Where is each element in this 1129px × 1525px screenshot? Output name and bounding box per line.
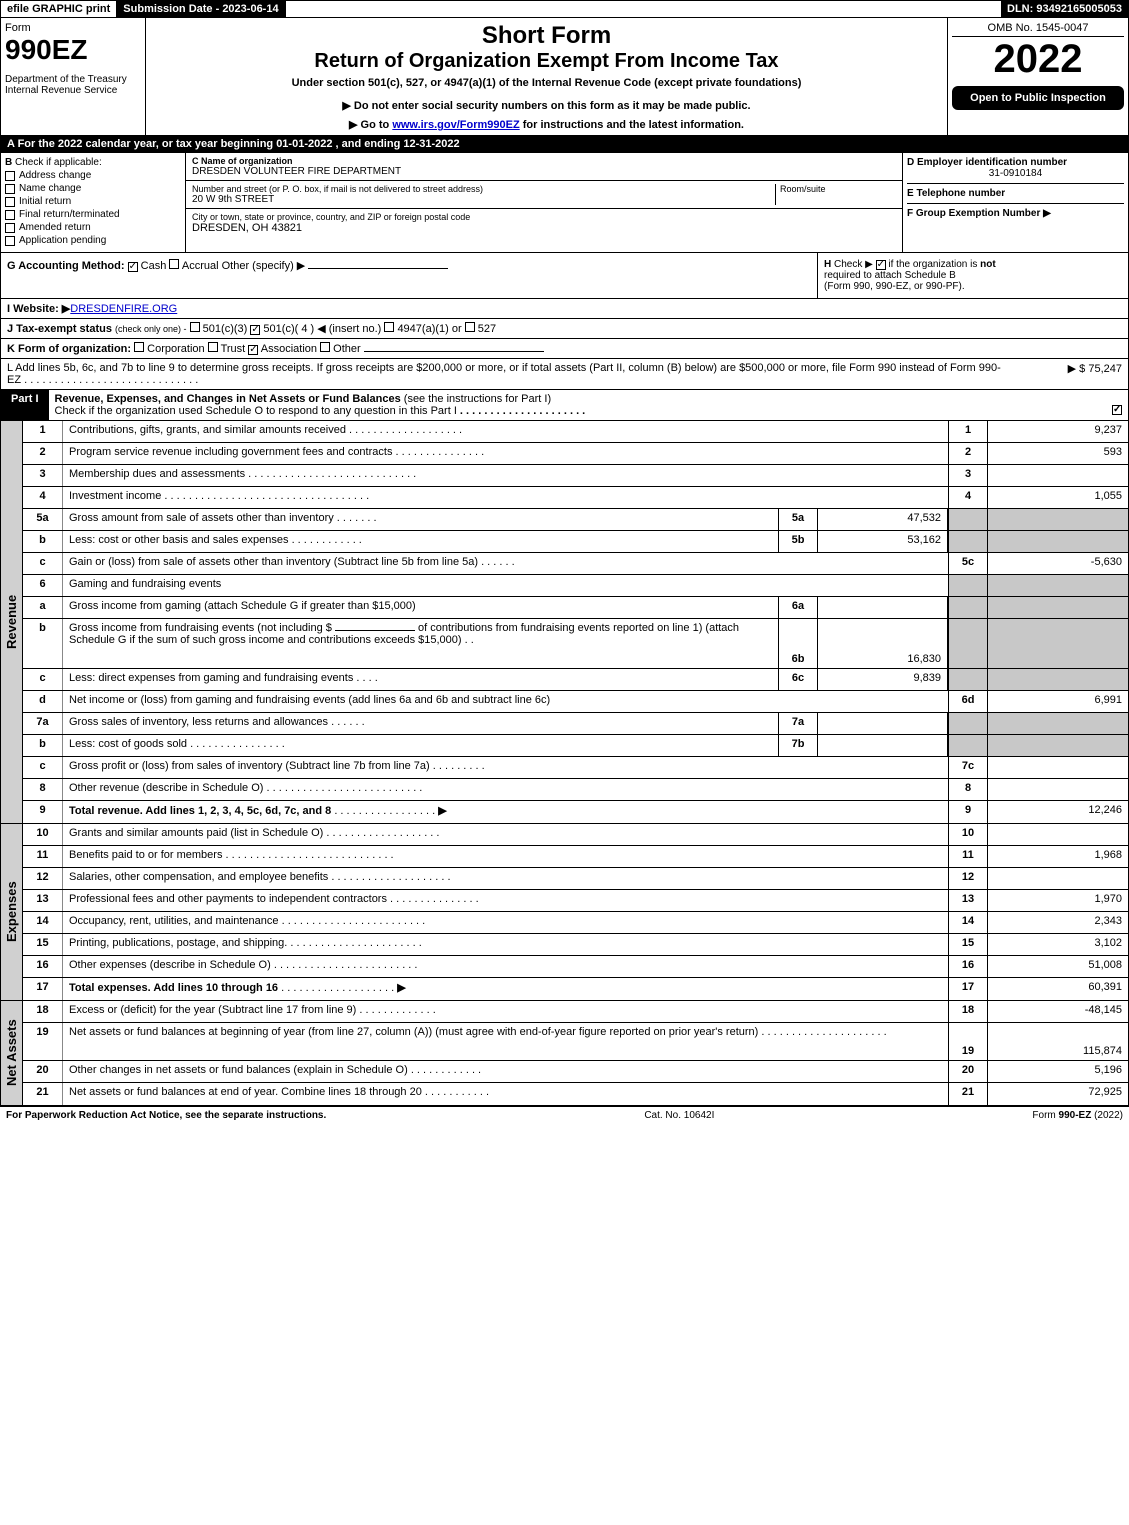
part-1-header: Part I Revenue, Expenses, and Changes in… <box>0 390 1129 421</box>
paperwork-notice: For Paperwork Reduction Act Notice, see … <box>6 1110 326 1121</box>
line-5c-value: -5,630 <box>988 553 1128 574</box>
line-2-value: 593 <box>988 443 1128 464</box>
line-9-value: 12,246 <box>988 801 1128 823</box>
subtitle: Under section 501(c), 527, or 4947(a)(1)… <box>150 77 943 89</box>
line-4-value: 1,055 <box>988 487 1128 508</box>
assoc-checkbox[interactable] <box>248 345 258 355</box>
line-16-value: 51,008 <box>988 956 1128 977</box>
line-12-value <box>988 868 1128 889</box>
box-b: B Check if applicable: Address change Na… <box>1 153 186 252</box>
line-7a-value <box>818 713 948 734</box>
group-exemption-label: F Group Exemption Number <box>907 208 1040 219</box>
schedule-o-checkbox[interactable] <box>1112 405 1122 415</box>
form-number: 990EZ <box>5 34 141 66</box>
line-a: A For the 2022 calendar year, or tax yea… <box>0 136 1129 153</box>
omb-number: OMB No. 1545-0047 <box>952 22 1124 37</box>
cash-checkbox[interactable] <box>128 262 138 272</box>
note-goto: ▶ Go to www.irs.gov/Form990EZ for instru… <box>150 118 943 131</box>
check-address[interactable]: Address change <box>19 170 91 181</box>
street-address: 20 W 9th STREET <box>192 194 771 205</box>
form-header: Form 990EZ Department of the Treasury In… <box>0 18 1129 136</box>
line-6d-value: 6,991 <box>988 691 1128 712</box>
line-5a-value: 47,532 <box>818 509 948 530</box>
line-17-value: 60,391 <box>988 978 1128 1000</box>
line-19-value: 115,874 <box>988 1023 1128 1060</box>
city-state-zip: DRESDEN, OH 43821 <box>192 222 896 234</box>
line-13-value: 1,970 <box>988 890 1128 911</box>
expenses-label: Expenses <box>1 824 23 1000</box>
line-11-value: 1,968 <box>988 846 1128 867</box>
501c3-checkbox[interactable] <box>190 322 200 332</box>
gross-receipts: ▶ $ 75,247 <box>1002 362 1122 386</box>
trust-checkbox[interactable] <box>208 342 218 352</box>
line-k: K Form of organization: Corporation Trus… <box>0 339 1129 359</box>
line-15-value: 3,102 <box>988 934 1128 955</box>
catalog-number: Cat. No. 10642I <box>644 1110 714 1121</box>
line-14-value: 2,343 <box>988 912 1128 933</box>
note-ssn: ▶ Do not enter social security numbers o… <box>150 99 943 112</box>
expenses-section: Expenses 10Grants and similar amounts pa… <box>0 824 1129 1001</box>
box-c: C Name of organization DRESDEN VOLUNTEER… <box>186 153 903 252</box>
corp-checkbox[interactable] <box>134 342 144 352</box>
line-7c-value <box>988 757 1128 778</box>
check-pending[interactable]: Application pending <box>19 235 106 246</box>
line-6a-value <box>818 597 948 618</box>
line-8-value <box>988 779 1128 800</box>
website-link[interactable]: DRESDENFIRE.ORG <box>70 303 177 315</box>
check-initial[interactable]: Initial return <box>19 196 71 207</box>
open-to-public: Open to Public Inspection <box>952 86 1124 110</box>
box-def: D Employer identification number 31-0910… <box>903 153 1128 252</box>
department: Department of the Treasury Internal Reve… <box>5 74 141 96</box>
form-reference: Form 990-EZ (2022) <box>1032 1110 1123 1121</box>
line-i: I Website: ▶DRESDENFIRE.ORG <box>0 299 1129 319</box>
form-word: Form <box>5 22 141 34</box>
top-bar: efile GRAPHIC print Submission Date - 20… <box>0 0 1129 18</box>
line-j: J Tax-exempt status (check only one) - 5… <box>0 319 1129 339</box>
line-5b-value: 53,162 <box>818 531 948 552</box>
net-assets-section: Net Assets 18Excess or (deficit) for the… <box>0 1001 1129 1106</box>
check-name[interactable]: Name change <box>19 183 81 194</box>
4947-checkbox[interactable] <box>384 322 394 332</box>
schedule-b-checkbox[interactable] <box>876 260 886 270</box>
accrual-checkbox[interactable] <box>169 259 179 269</box>
ein-label: D Employer identification number <box>907 157 1067 168</box>
tax-year: 2022 <box>952 37 1124 82</box>
revenue-section: Revenue 1Contributions, gifts, grants, a… <box>0 421 1129 824</box>
section-gh: G Accounting Method: Cash Accrual Other … <box>0 253 1129 299</box>
line-6b-value: 16,830 <box>818 619 948 668</box>
line-1-value: 9,237 <box>988 421 1128 442</box>
page-footer: For Paperwork Reduction Act Notice, see … <box>0 1106 1129 1124</box>
line-18-value: -48,145 <box>988 1001 1128 1022</box>
line-7b-value <box>818 735 948 756</box>
line-20-value: 5,196 <box>988 1061 1128 1082</box>
501c-checkbox[interactable] <box>250 325 260 335</box>
submission-date: Submission Date - 2023-06-14 <box>117 1 285 17</box>
return-title: Return of Organization Exempt From Incom… <box>150 50 943 73</box>
efile-label[interactable]: efile GRAPHIC print <box>1 1 117 17</box>
short-form-title: Short Form <box>150 22 943 50</box>
line-3-value <box>988 465 1128 486</box>
revenue-label: Revenue <box>1 421 23 823</box>
dln: DLN: 93492165005053 <box>1001 1 1128 17</box>
line-6c-value: 9,839 <box>818 669 948 690</box>
line-10-value <box>988 824 1128 845</box>
irs-link[interactable]: www.irs.gov/Form990EZ <box>392 119 519 131</box>
check-amended[interactable]: Amended return <box>19 222 91 233</box>
ein-value: 31-0910184 <box>907 168 1124 179</box>
527-checkbox[interactable] <box>465 322 475 332</box>
telephone-label: E Telephone number <box>907 188 1005 199</box>
room-suite-label: Room/suite <box>776 184 896 205</box>
org-name: DRESDEN VOLUNTEER FIRE DEPARTMENT <box>192 166 896 177</box>
line-l: L Add lines 5b, 6c, and 7b to line 9 to … <box>0 359 1129 390</box>
other-checkbox[interactable] <box>320 342 330 352</box>
check-final[interactable]: Final return/terminated <box>19 209 120 220</box>
line-21-value: 72,925 <box>988 1083 1128 1105</box>
net-assets-label: Net Assets <box>1 1001 23 1105</box>
section-bcd: B Check if applicable: Address change Na… <box>0 153 1129 253</box>
